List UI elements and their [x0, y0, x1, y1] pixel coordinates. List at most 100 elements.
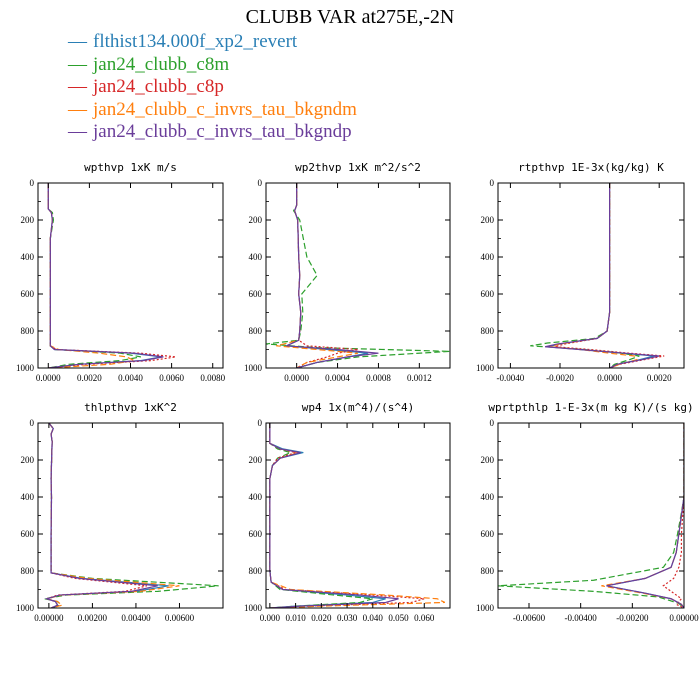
series-group	[44, 423, 219, 608]
x-tick-label: 0.0060	[159, 373, 184, 383]
y-tick-label: 0	[30, 178, 35, 188]
x-tick-label: 0.00200	[78, 613, 108, 623]
series-line	[606, 423, 684, 608]
legend-swatch: —	[68, 98, 87, 120]
series-line	[47, 183, 176, 368]
x-tick-label: 0.0000	[36, 373, 61, 383]
x-tick-label: 0.00000	[34, 613, 64, 623]
chart-title: wp4 1x(m^4)/(s^4)	[302, 401, 415, 414]
x-tick-label: 0.00400	[121, 613, 151, 623]
series-line	[276, 183, 359, 368]
x-tick-label: -0.0040	[497, 373, 525, 383]
y-tick-label: 400	[21, 252, 35, 262]
y-tick-label: 800	[481, 326, 495, 336]
chart-title: wpthvp 1xK m/s	[84, 161, 177, 174]
chart-panel: wprtpthlp 1-E-3x(m kg K)/(s kg) 0 200 400 60…	[476, 401, 699, 623]
x-tick-label: 0.00000	[669, 613, 699, 623]
x-tick-label: 0.000	[260, 613, 281, 623]
legend-swatch: —	[68, 31, 87, 52]
chart-title: thlpthvp 1xK^2	[84, 401, 177, 414]
y-tick-label: 600	[21, 289, 35, 299]
series-line	[662, 423, 684, 608]
legend-item: — flthist134.000f_xp2_revert	[68, 31, 357, 54]
series-line	[549, 183, 638, 368]
x-tick-label: 0.0020	[77, 373, 102, 383]
legend-swatch: —	[68, 53, 87, 75]
y-tick-label: 0	[258, 178, 263, 188]
y-tick-label: 600	[481, 529, 495, 539]
chart-title: wp2thvp 1xK m^2/s^2	[295, 161, 421, 174]
chart-title: wprtpthlp 1-E-3x(m kg K)/(s kg)	[488, 401, 693, 414]
y-tick-label: 400	[249, 492, 263, 502]
y-tick-label: 0	[258, 418, 263, 428]
y-tick-label: 800	[249, 326, 263, 336]
legend-label: jan24_clubb_c_invrs_tau_bkgndm	[93, 98, 357, 120]
legend-label: jan24_clubb_c8p	[93, 76, 224, 97]
series-line	[606, 423, 684, 608]
y-tick-label: 400	[481, 492, 495, 502]
y-tick-label: 600	[481, 289, 495, 299]
legend-label: jan24_clubb_c_invrs_tau_bkgndp	[93, 121, 352, 142]
y-tick-label: 400	[249, 252, 263, 262]
series-line	[547, 183, 655, 368]
x-tick-label: -0.00600	[513, 613, 546, 623]
series-line	[47, 183, 141, 368]
legend-item: — jan24_clubb_c_invrs_tau_bkgndm	[68, 99, 357, 122]
y-tick-label: 200	[249, 215, 263, 225]
series-line	[47, 183, 162, 368]
legend-swatch: —	[68, 121, 87, 142]
y-tick-label: 600	[249, 289, 263, 299]
x-tick-label: 0.050	[388, 613, 409, 623]
chart-panel: rtpthvp 1E-3x(kg/kg) K02004006008001000-…	[476, 161, 685, 383]
series-group	[498, 423, 684, 608]
y-tick-label: 800	[481, 566, 495, 576]
y-tick-label: 800	[249, 566, 263, 576]
x-tick-label: 0.00600	[165, 613, 195, 623]
series-line	[601, 423, 684, 608]
y-tick-label: 400	[21, 492, 35, 502]
x-tick-label: -0.0020	[546, 373, 574, 383]
x-tick-label: 0.0000	[597, 373, 622, 383]
y-tick-label: 600	[21, 529, 35, 539]
y-tick-label: 1000	[16, 603, 35, 613]
x-tick-label: 0.040	[363, 613, 384, 623]
series-group	[269, 423, 446, 608]
plot-frame	[497, 182, 685, 369]
series-line	[47, 183, 164, 368]
legend-label: jan24_clubb_c8m	[93, 53, 230, 75]
series-group	[47, 183, 176, 368]
legend-item: — jan24_clubb_c8m	[68, 54, 357, 77]
x-tick-label: 0.030	[337, 613, 358, 623]
plot-frame	[37, 182, 224, 369]
series-group	[530, 183, 665, 368]
x-tick-label: 0.0008	[366, 373, 391, 383]
plot-frame	[497, 422, 685, 609]
y-tick-label: 0	[30, 418, 35, 428]
legend: — flthist134.000f_xp2_revert — jan24_clubb…	[68, 31, 357, 144]
x-tick-label: 0.0004	[325, 373, 350, 383]
plot-frame	[37, 422, 224, 609]
x-tick-label: -0.00200	[616, 613, 649, 623]
legend-item: — jan24_clubb_c_invrs_tau_bkgndp	[68, 121, 357, 144]
y-tick-label: 200	[481, 455, 495, 465]
y-tick-label: 800	[21, 326, 35, 336]
y-tick-label: 400	[481, 252, 495, 262]
series-line	[293, 183, 359, 368]
chart-title: rtpthvp 1E-3x(kg/kg) K	[518, 161, 664, 174]
y-tick-label: 1000	[476, 603, 495, 613]
y-tick-label: 600	[249, 529, 263, 539]
series-line	[46, 423, 180, 608]
legend-swatch: —	[68, 76, 87, 97]
x-tick-label: 0.060	[414, 613, 435, 623]
x-tick-label: -0.00400	[565, 613, 598, 623]
x-tick-label: 0.0012	[407, 373, 432, 383]
series-line	[47, 183, 137, 368]
legend-label: flthist134.000f_xp2_revert	[93, 31, 298, 52]
x-tick-label: 0.010	[285, 613, 306, 623]
y-tick-label: 200	[481, 215, 495, 225]
x-tick-label: 0.0020	[647, 373, 672, 383]
